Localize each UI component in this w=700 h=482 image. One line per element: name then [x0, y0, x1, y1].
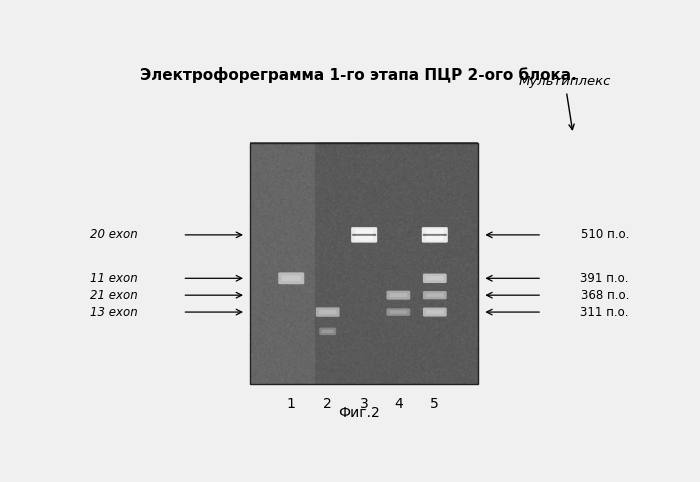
FancyBboxPatch shape — [351, 234, 377, 242]
FancyBboxPatch shape — [426, 294, 444, 297]
FancyBboxPatch shape — [319, 310, 337, 314]
FancyBboxPatch shape — [319, 328, 336, 335]
FancyBboxPatch shape — [281, 276, 301, 281]
Text: 510 п.о.: 510 п.о. — [580, 228, 629, 241]
Text: 20 exon: 20 exon — [90, 228, 138, 241]
Text: 2: 2 — [323, 398, 332, 412]
Text: Электрофореграмма 1-го этапа ПЦР 2-ого блока.: Электрофореграмма 1-го этапа ПЦР 2-ого б… — [141, 67, 577, 83]
Text: Фиг.2: Фиг.2 — [338, 406, 379, 420]
Text: 391 п.о.: 391 п.о. — [580, 272, 629, 285]
FancyBboxPatch shape — [426, 276, 444, 281]
FancyBboxPatch shape — [422, 234, 448, 242]
Text: 368 п.о.: 368 п.о. — [580, 289, 629, 302]
FancyBboxPatch shape — [386, 308, 410, 316]
FancyBboxPatch shape — [386, 291, 410, 300]
FancyBboxPatch shape — [423, 308, 447, 317]
Text: 4: 4 — [394, 398, 402, 412]
FancyBboxPatch shape — [423, 274, 447, 283]
FancyBboxPatch shape — [390, 293, 407, 297]
Text: 311 п.о.: 311 п.о. — [580, 306, 629, 319]
Text: 1: 1 — [287, 398, 295, 412]
Text: 3: 3 — [360, 398, 368, 412]
FancyBboxPatch shape — [422, 227, 448, 235]
Text: 21 exon: 21 exon — [90, 289, 138, 302]
FancyBboxPatch shape — [355, 229, 373, 234]
FancyBboxPatch shape — [352, 234, 376, 236]
Text: 11 exon: 11 exon — [90, 272, 138, 285]
Text: Мультиплекс: Мультиплекс — [519, 76, 611, 130]
FancyBboxPatch shape — [426, 229, 444, 234]
FancyBboxPatch shape — [423, 291, 447, 299]
Bar — [251, 143, 478, 385]
FancyBboxPatch shape — [351, 227, 377, 235]
FancyBboxPatch shape — [278, 272, 304, 284]
FancyBboxPatch shape — [426, 310, 444, 314]
FancyBboxPatch shape — [355, 236, 373, 241]
FancyBboxPatch shape — [426, 236, 444, 241]
FancyBboxPatch shape — [316, 308, 340, 317]
Text: 13 exon: 13 exon — [90, 306, 138, 319]
Text: 5: 5 — [430, 398, 439, 412]
FancyBboxPatch shape — [390, 310, 407, 314]
FancyBboxPatch shape — [423, 234, 447, 236]
FancyBboxPatch shape — [322, 330, 334, 333]
